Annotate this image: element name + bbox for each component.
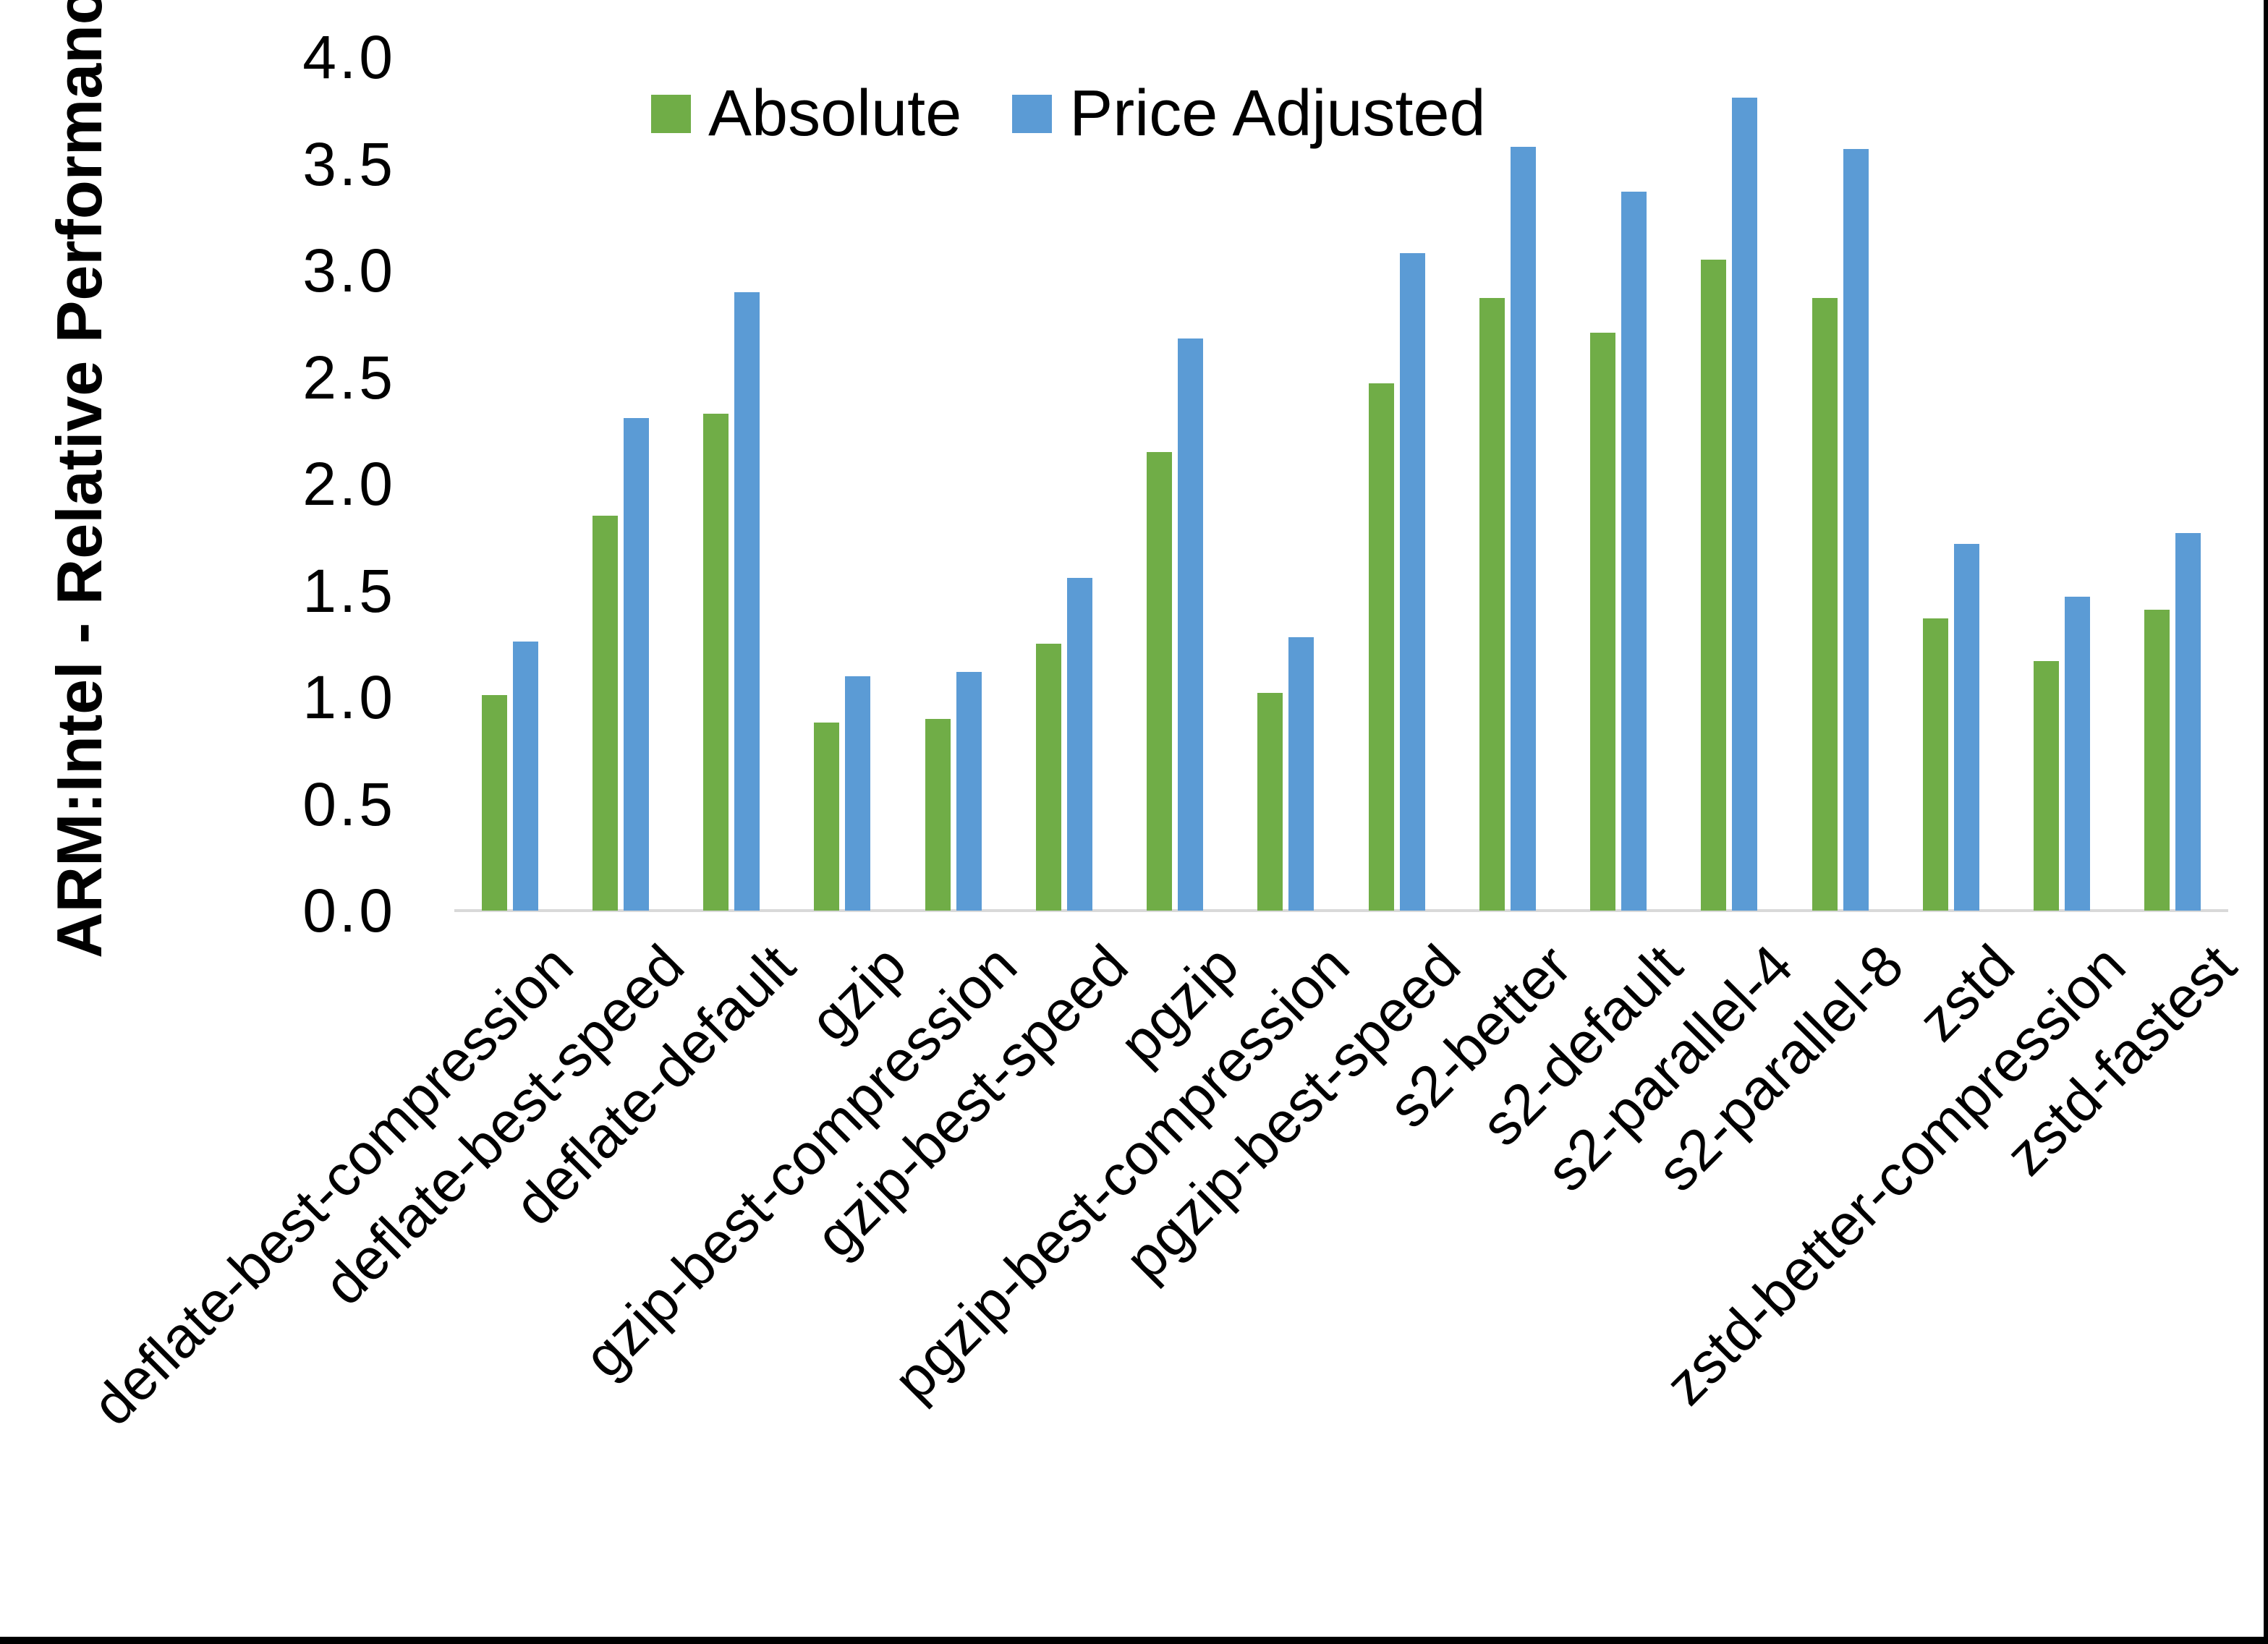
y-axis-tick-label: 1.5 — [302, 556, 396, 625]
bar-absolute — [1922, 618, 1948, 911]
legend-label: Price Adjusted — [1069, 77, 1486, 150]
y-axis-tick-label: 1.0 — [302, 663, 396, 731]
bar-absolute — [481, 695, 507, 911]
bar-price-adjusted — [1066, 577, 1092, 911]
bar-price-adjusted — [956, 671, 982, 911]
bar-absolute — [1257, 693, 1283, 911]
bar-price-adjusted — [1178, 338, 1204, 911]
y-axis-tick-label: 3.0 — [302, 237, 396, 304]
x-axis-line — [454, 909, 2228, 912]
legend-label: Absolute — [708, 77, 962, 150]
bar-absolute — [1590, 332, 1616, 911]
legend-swatch-icon — [651, 94, 691, 133]
bar-absolute — [814, 723, 840, 911]
bar-price-adjusted — [2175, 532, 2201, 911]
bar-price-adjusted — [512, 642, 538, 911]
bar-price-adjusted — [1399, 253, 1425, 911]
bar-price-adjusted — [734, 291, 760, 911]
legend-item-price-adjusted: Price Adjusted — [1012, 77, 1486, 150]
y-axis-tick-label: 0.0 — [302, 877, 396, 945]
bar-price-adjusted — [1510, 146, 1536, 911]
bar-absolute — [1479, 298, 1505, 911]
bar-price-adjusted — [623, 417, 649, 911]
legend: Absolute Price Adjusted — [651, 81, 1486, 146]
bar-absolute — [2144, 610, 2170, 911]
bar-price-adjusted — [2065, 597, 2091, 911]
bar-price-adjusted — [1953, 543, 1979, 911]
bar-absolute — [1368, 383, 1394, 911]
y-axis-tick-label: 3.5 — [302, 129, 396, 198]
y-axis-tick-label: 0.5 — [302, 770, 396, 838]
y-axis-tick-label: 2.5 — [302, 343, 396, 412]
bar-price-adjusted — [1621, 191, 1647, 911]
y-axis-tick-label: 4.0 — [302, 23, 396, 91]
legend-swatch-icon — [1012, 94, 1053, 133]
legend-item-absolute: Absolute — [651, 81, 961, 146]
bar-absolute — [592, 516, 618, 911]
bar-price-adjusted — [1288, 637, 1314, 911]
y-axis-tick-label: 2.0 — [302, 450, 396, 518]
bar-absolute — [1147, 451, 1173, 911]
bar-absolute — [703, 413, 729, 911]
bar-absolute — [2034, 660, 2060, 911]
bar-price-adjusted — [1843, 148, 1869, 911]
bar-absolute — [1701, 260, 1727, 911]
window-border-right — [2264, 0, 2268, 1644]
bar-absolute — [1812, 298, 1838, 911]
bar-price-adjusted — [1732, 98, 1758, 911]
bar-absolute — [1035, 644, 1061, 911]
bar-price-adjusted — [845, 676, 871, 911]
window-border-bottom — [0, 1637, 2268, 1644]
bar-absolute — [925, 718, 951, 911]
